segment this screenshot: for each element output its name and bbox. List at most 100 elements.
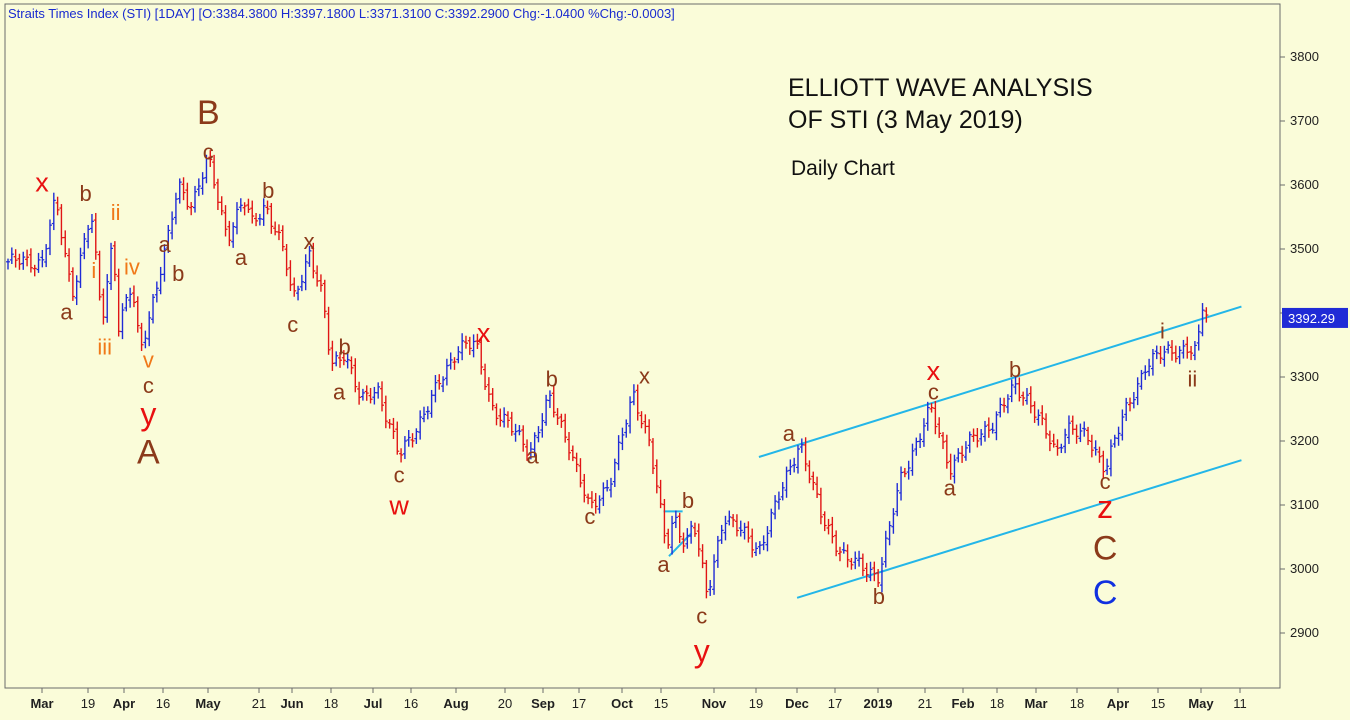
ohlc-bar	[650, 438, 655, 475]
ohlc-bar	[154, 281, 159, 303]
ohlc-bar	[673, 510, 678, 529]
x-tick-label: 18	[1070, 696, 1084, 711]
ohlc-bar	[696, 523, 701, 557]
ohlc-bar	[540, 413, 545, 438]
ohlc-bar	[189, 202, 194, 216]
ohlc-bar	[204, 154, 209, 184]
ohlc-bar	[483, 363, 488, 390]
wave-label: x	[304, 229, 315, 254]
ohlc-bar	[265, 200, 270, 215]
ohlc-bar	[40, 249, 45, 268]
ohlc-bar	[1177, 346, 1182, 365]
ohlc-bar	[643, 414, 648, 434]
x-tick-label: Nov	[702, 696, 727, 711]
ohlc-bar	[89, 214, 94, 233]
ohlc-bar	[9, 247, 14, 264]
x-tick-label: 18	[990, 696, 1004, 711]
ohlc-bar	[261, 198, 266, 226]
ohlc-bar	[1063, 428, 1068, 454]
x-tick-label: Oct	[611, 696, 633, 711]
ohlc-bar	[582, 473, 587, 503]
ohlc-bar	[689, 520, 694, 544]
wave-label: c	[394, 463, 405, 488]
ohlc-bar	[215, 178, 220, 210]
ohlc-bar	[1021, 391, 1026, 406]
ohlc-bar	[364, 385, 369, 401]
ohlc-bar	[761, 535, 766, 551]
ohlc-bar	[910, 443, 915, 476]
ohlc-bar	[757, 541, 762, 555]
x-tick-label: 21	[918, 696, 932, 711]
ohlc-bar	[1002, 397, 1007, 413]
ohlc-bar	[1036, 409, 1041, 426]
x-tick-label: Sep	[531, 696, 555, 711]
x-tick-label: 15	[1151, 696, 1165, 711]
y-axis: 2900300031003200330034003500360037003800	[1280, 49, 1319, 640]
ohlc-bar	[200, 172, 205, 195]
ohlc-bar	[559, 413, 564, 428]
ohlc-bar	[864, 562, 869, 583]
ohlc-bar	[1017, 377, 1022, 402]
ohlc-bar	[1028, 386, 1033, 414]
ohlc-bar	[1185, 336, 1190, 359]
ohlc-bar	[784, 466, 789, 498]
ohlc-bar	[899, 466, 904, 501]
wave-label: b	[682, 488, 694, 513]
ohlc-bar	[143, 330, 148, 349]
x-tick-label: Jun	[280, 696, 303, 711]
ohlc-bar	[933, 401, 938, 435]
ohlc-bar	[441, 376, 446, 393]
channel-line-upper	[758, 305, 1242, 458]
ohlc-bar	[883, 530, 888, 568]
ohlc-bar	[521, 425, 526, 452]
ohlc-bar	[605, 479, 610, 492]
ohlc-bar	[505, 411, 510, 428]
ohlc-bar	[708, 579, 713, 596]
ohlc-bar	[727, 510, 732, 526]
ohlc-bar	[1032, 401, 1037, 423]
ohlc-bar	[307, 246, 312, 267]
ohlc-bar	[616, 435, 621, 471]
ohlc-bar	[467, 336, 472, 355]
ohlc-bar	[792, 457, 797, 473]
x-tick-label: 16	[156, 696, 170, 711]
ohlc-bar	[135, 296, 140, 333]
ohlc-bar	[822, 511, 827, 532]
ohlc-bar	[322, 279, 327, 319]
ohlc-bar	[1078, 423, 1083, 443]
x-tick-label: 17	[828, 696, 842, 711]
ohlc-bar	[311, 242, 316, 279]
wave-label: c	[696, 603, 707, 628]
ohlc-bar	[719, 524, 724, 544]
wave-label: c	[203, 139, 214, 164]
ohlc-bar	[647, 419, 652, 447]
ohlc-bar	[353, 358, 358, 393]
ohlc-bar	[315, 265, 320, 287]
ohlc-bar	[193, 185, 198, 213]
ohlc-bar	[986, 417, 991, 438]
ohlc-bar	[78, 247, 83, 288]
ohlc-bar	[383, 395, 388, 429]
ohlc-bar	[1124, 397, 1129, 422]
x-tick-label: 16	[404, 696, 418, 711]
ohlc-bar	[635, 384, 640, 421]
wave-label: c	[584, 504, 595, 529]
ohlc-bar	[536, 426, 541, 443]
wave-label: z	[1097, 489, 1113, 525]
wave-label: a	[657, 552, 670, 577]
ohlc-bar	[769, 508, 774, 538]
ohlc-bar	[437, 374, 442, 390]
ohlc-bar	[151, 293, 156, 324]
ohlc-bar	[860, 553, 865, 576]
ohlc-bar	[994, 411, 999, 441]
wave-label: c	[287, 312, 298, 337]
ohlc-bar	[1116, 426, 1121, 446]
ohlc-bar	[242, 202, 247, 216]
ohlc-bar	[608, 477, 613, 498]
ohlc-bar	[857, 550, 862, 567]
ohlc-bar	[299, 274, 304, 292]
ohlc-bar	[74, 275, 79, 306]
ohlc-bar	[1162, 345, 1167, 367]
ohlc-bar	[685, 528, 690, 549]
ohlc-bar	[731, 514, 736, 528]
